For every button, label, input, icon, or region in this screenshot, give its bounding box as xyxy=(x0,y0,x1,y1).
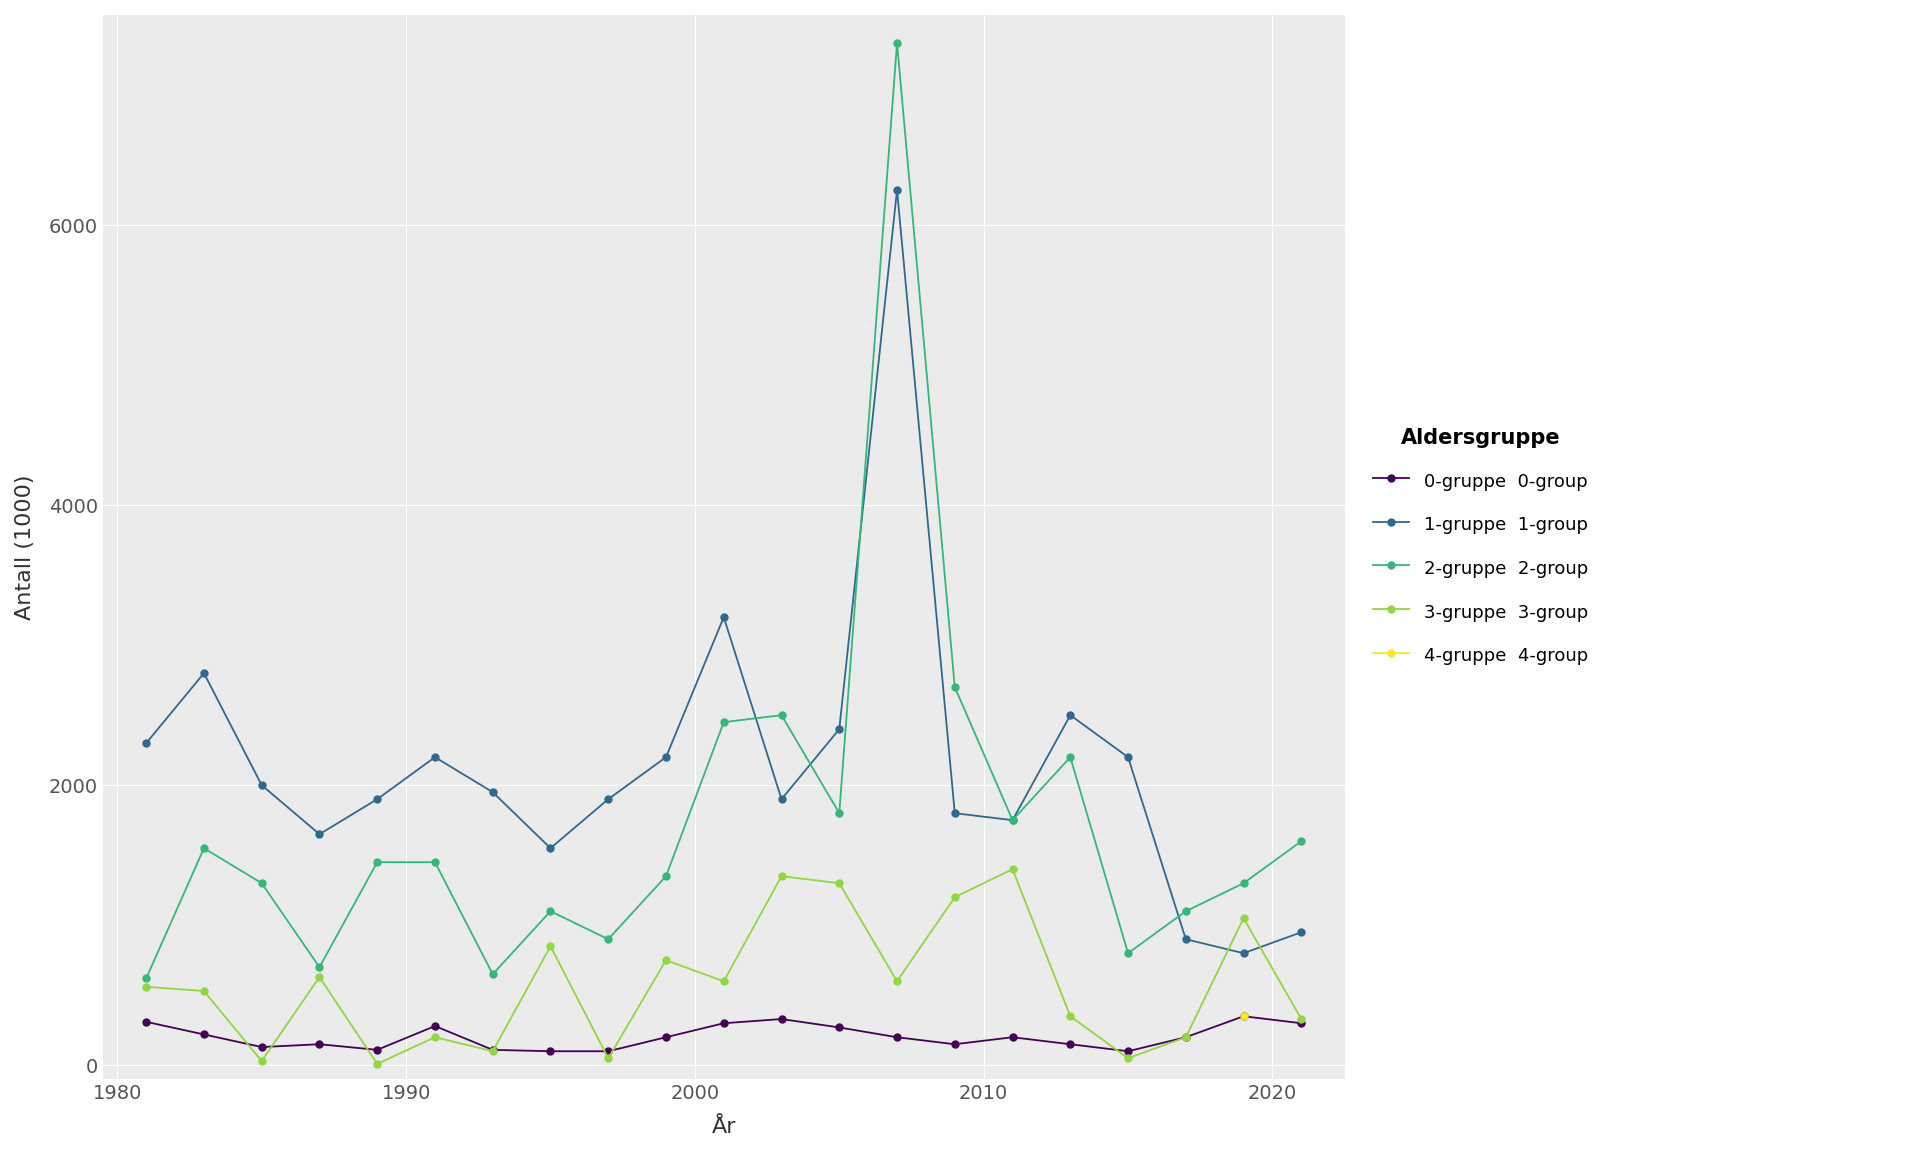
2-gruppe  2-group xyxy=(943,680,966,694)
0-gruppe  0-group xyxy=(1000,1030,1023,1044)
1-gruppe  1-group xyxy=(828,722,851,736)
Y-axis label: Antall (1000): Antall (1000) xyxy=(15,475,35,620)
1-gruppe  1-group xyxy=(1058,708,1081,722)
3-gruppe  3-group xyxy=(192,984,215,998)
0-gruppe  0-group xyxy=(307,1037,330,1051)
1-gruppe  1-group xyxy=(192,666,215,680)
Line: 1-gruppe  1-group: 1-gruppe 1-group xyxy=(142,187,1306,956)
3-gruppe  3-group xyxy=(1117,1052,1140,1066)
3-gruppe  3-group xyxy=(655,954,678,968)
2-gruppe  2-group xyxy=(770,708,793,722)
3-gruppe  3-group xyxy=(424,1030,447,1044)
0-gruppe  0-group xyxy=(424,1020,447,1033)
0-gruppe  0-group xyxy=(365,1043,388,1056)
0-gruppe  0-group xyxy=(250,1040,273,1054)
3-gruppe  3-group xyxy=(482,1045,505,1059)
1-gruppe  1-group xyxy=(1000,813,1023,827)
0-gruppe  0-group xyxy=(828,1021,851,1034)
1-gruppe  1-group xyxy=(134,736,157,750)
Line: 0-gruppe  0-group: 0-gruppe 0-group xyxy=(142,1013,1306,1055)
2-gruppe  2-group xyxy=(1175,904,1198,918)
0-gruppe  0-group xyxy=(540,1045,563,1059)
0-gruppe  0-group xyxy=(1058,1037,1081,1051)
Line: 2-gruppe  2-group: 2-gruppe 2-group xyxy=(142,39,1306,982)
0-gruppe  0-group xyxy=(192,1028,215,1041)
2-gruppe  2-group xyxy=(134,971,157,985)
2-gruppe  2-group xyxy=(1117,946,1140,960)
1-gruppe  1-group xyxy=(365,793,388,806)
0-gruppe  0-group xyxy=(134,1015,157,1029)
1-gruppe  1-group xyxy=(424,750,447,764)
1-gruppe  1-group xyxy=(482,786,505,799)
3-gruppe  3-group xyxy=(597,1052,620,1066)
1-gruppe  1-group xyxy=(712,611,735,624)
1-gruppe  1-group xyxy=(1290,925,1313,939)
2-gruppe  2-group xyxy=(192,841,215,855)
1-gruppe  1-group xyxy=(307,827,330,841)
2-gruppe  2-group xyxy=(1290,834,1313,848)
2-gruppe  2-group xyxy=(1058,750,1081,764)
X-axis label: År: År xyxy=(712,1117,735,1137)
3-gruppe  3-group xyxy=(540,939,563,953)
1-gruppe  1-group xyxy=(770,793,793,806)
0-gruppe  0-group xyxy=(885,1030,908,1044)
0-gruppe  0-group xyxy=(1117,1045,1140,1059)
3-gruppe  3-group xyxy=(1233,911,1256,925)
3-gruppe  3-group xyxy=(250,1054,273,1068)
2-gruppe  2-group xyxy=(597,932,620,946)
0-gruppe  0-group xyxy=(655,1030,678,1044)
0-gruppe  0-group xyxy=(943,1037,966,1051)
2-gruppe  2-group xyxy=(828,806,851,820)
1-gruppe  1-group xyxy=(597,793,620,806)
2-gruppe  2-group xyxy=(885,36,908,50)
2-gruppe  2-group xyxy=(424,855,447,869)
3-gruppe  3-group xyxy=(770,870,793,884)
0-gruppe  0-group xyxy=(597,1045,620,1059)
3-gruppe  3-group xyxy=(307,970,330,984)
3-gruppe  3-group xyxy=(1000,863,1023,877)
2-gruppe  2-group xyxy=(655,870,678,884)
1-gruppe  1-group xyxy=(1233,946,1256,960)
3-gruppe  3-group xyxy=(943,890,966,904)
3-gruppe  3-group xyxy=(365,1056,388,1070)
0-gruppe  0-group xyxy=(1290,1016,1313,1030)
3-gruppe  3-group xyxy=(712,975,735,988)
0-gruppe  0-group xyxy=(770,1013,793,1026)
3-gruppe  3-group xyxy=(828,877,851,890)
2-gruppe  2-group xyxy=(482,968,505,982)
3-gruppe  3-group xyxy=(1058,1009,1081,1023)
Legend: 0-gruppe  0-group, 1-gruppe  1-group, 2-gruppe  2-group, 3-gruppe  3-group, 4-gr: 0-gruppe 0-group, 1-gruppe 1-group, 2-gr… xyxy=(1367,420,1596,674)
Line: 3-gruppe  3-group: 3-gruppe 3-group xyxy=(142,866,1306,1067)
2-gruppe  2-group xyxy=(540,904,563,918)
1-gruppe  1-group xyxy=(885,183,908,197)
2-gruppe  2-group xyxy=(307,961,330,975)
2-gruppe  2-group xyxy=(1000,813,1023,827)
3-gruppe  3-group xyxy=(134,980,157,994)
1-gruppe  1-group xyxy=(1117,750,1140,764)
0-gruppe  0-group xyxy=(482,1043,505,1056)
1-gruppe  1-group xyxy=(655,750,678,764)
2-gruppe  2-group xyxy=(250,877,273,890)
0-gruppe  0-group xyxy=(1175,1030,1198,1044)
3-gruppe  3-group xyxy=(1175,1030,1198,1044)
0-gruppe  0-group xyxy=(712,1016,735,1030)
1-gruppe  1-group xyxy=(943,806,966,820)
1-gruppe  1-group xyxy=(540,841,563,855)
3-gruppe  3-group xyxy=(885,975,908,988)
1-gruppe  1-group xyxy=(250,779,273,793)
0-gruppe  0-group xyxy=(1233,1009,1256,1023)
2-gruppe  2-group xyxy=(712,715,735,729)
2-gruppe  2-group xyxy=(1233,877,1256,890)
3-gruppe  3-group xyxy=(1290,1013,1313,1026)
2-gruppe  2-group xyxy=(365,855,388,869)
1-gruppe  1-group xyxy=(1175,932,1198,946)
